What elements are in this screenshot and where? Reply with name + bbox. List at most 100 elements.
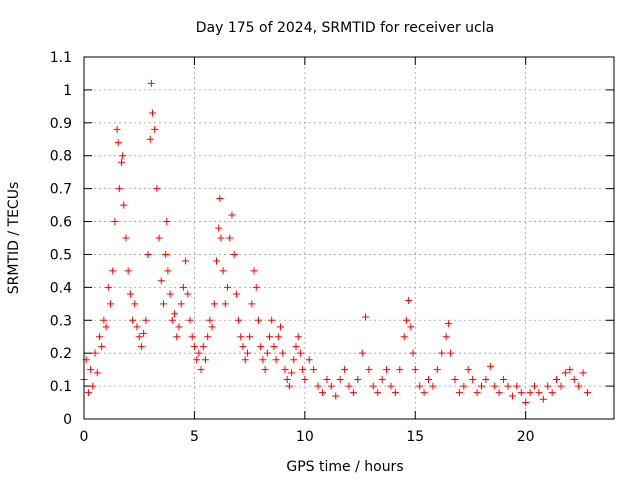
- data-point: [285, 382, 293, 390]
- data-point: [89, 382, 97, 390]
- x-tick-label: 10: [296, 429, 314, 445]
- data-point: [144, 250, 152, 258]
- data-point: [557, 382, 565, 390]
- data-point: [323, 376, 331, 384]
- data-point: [277, 323, 285, 331]
- data-point: [279, 349, 287, 357]
- x-tick-label: 0: [80, 429, 89, 445]
- data-point: [420, 389, 428, 397]
- data-point: [160, 300, 167, 308]
- data-point: [228, 211, 236, 219]
- x-tick-label: 5: [190, 429, 199, 445]
- data-point: [314, 382, 322, 390]
- data-point: [157, 277, 165, 285]
- y-tick-label: 0.5: [50, 247, 72, 263]
- data-point: [111, 218, 119, 226]
- data-point: [148, 109, 156, 117]
- data-point: [310, 366, 318, 374]
- data-point: [195, 349, 203, 357]
- data-point: [294, 333, 302, 341]
- y-tick-labels: 0 0.1 0.2 0.3 0.4 0.5 0.6 0.7 0.8 0.9 1 1.1: [50, 50, 72, 428]
- data-point: [378, 376, 386, 384]
- data-point: [433, 366, 441, 374]
- data-point: [292, 343, 300, 351]
- data-point: [407, 323, 415, 331]
- data-point: [299, 366, 307, 374]
- data-point: [135, 333, 143, 341]
- data-point: [416, 382, 424, 390]
- data-point: [274, 333, 282, 341]
- data-point: [296, 349, 304, 357]
- data-point: [171, 310, 179, 318]
- data-point: [248, 300, 256, 308]
- y-tick-label: 0.1: [50, 379, 72, 395]
- data-point: [327, 382, 335, 390]
- data-point: [115, 185, 123, 193]
- data-point: [504, 382, 512, 390]
- data-point: [349, 389, 357, 397]
- data-point: [104, 283, 112, 291]
- data-point: [177, 300, 185, 308]
- data-point: [120, 201, 128, 209]
- data-point: [442, 333, 450, 341]
- data-point: [107, 300, 114, 308]
- data-point: [252, 283, 260, 291]
- data-point: [447, 349, 455, 357]
- data-point: [374, 389, 382, 397]
- data-point: [486, 362, 494, 370]
- x-tick-label: 20: [517, 429, 535, 445]
- data-point: [455, 389, 463, 397]
- data-point: [478, 382, 485, 390]
- data-point: [548, 389, 556, 397]
- data-point: [100, 316, 108, 324]
- data-point: [508, 392, 516, 400]
- data-point: [561, 369, 569, 377]
- data-point: [114, 139, 122, 147]
- data-point: [354, 376, 362, 384]
- data-point: [219, 267, 227, 275]
- data-point: [241, 356, 249, 364]
- data-point: [246, 333, 254, 341]
- data-point: [118, 158, 126, 166]
- data-point: [473, 389, 481, 397]
- data-point: [131, 300, 139, 308]
- data-point: [500, 376, 508, 384]
- data-point: [535, 389, 543, 397]
- data-point: [221, 300, 229, 308]
- data-point: [217, 234, 225, 242]
- data-point: [133, 323, 141, 331]
- data-point: [495, 389, 503, 397]
- data-point: [513, 382, 521, 390]
- data-point: [268, 316, 276, 324]
- data-point: [186, 316, 194, 324]
- data-point: [84, 389, 92, 397]
- data-point: [522, 399, 530, 407]
- data-point: [517, 389, 525, 397]
- data-point: [283, 376, 291, 384]
- data-point: [451, 376, 459, 384]
- x-tick-label: 15: [406, 429, 424, 445]
- data-point: [87, 366, 95, 374]
- data-point: [259, 356, 267, 364]
- data-point: [250, 267, 258, 275]
- data-point: [365, 366, 373, 374]
- data-point: [288, 369, 296, 377]
- data-point: [237, 333, 245, 341]
- x-axis-title: GPS time / hours: [286, 459, 403, 475]
- data-point: [146, 135, 154, 143]
- data-point: [405, 297, 413, 305]
- data-point: [184, 290, 192, 298]
- data-point: [272, 356, 280, 364]
- data-point: [126, 290, 134, 298]
- data-point: [438, 349, 446, 357]
- data-point: [332, 392, 340, 400]
- data-point: [190, 343, 198, 351]
- data-point: [469, 376, 477, 384]
- data-point: [164, 267, 172, 275]
- data-point: [409, 349, 417, 357]
- y-tick-label: 1.1: [50, 50, 72, 66]
- data-point: [175, 323, 183, 331]
- y-tick-label: 0.8: [50, 149, 72, 165]
- data-point: [142, 316, 150, 324]
